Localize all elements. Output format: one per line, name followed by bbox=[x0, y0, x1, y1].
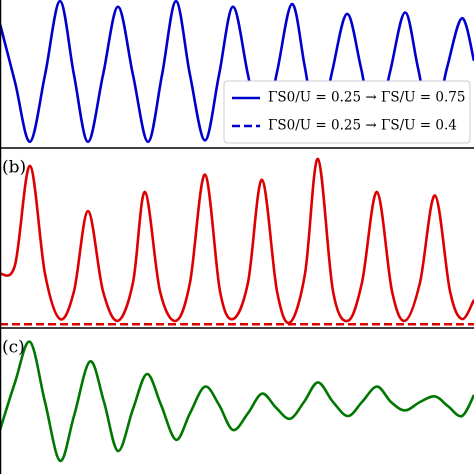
legend-box bbox=[223, 80, 471, 144]
data-line bbox=[0, 157, 474, 325]
legend-label: ΓS0/U = 0.25 → ΓS/U = 0.75 bbox=[268, 90, 465, 106]
panel-label: (b) bbox=[2, 158, 26, 178]
data-line bbox=[0, 340, 474, 463]
panel-label: (c) bbox=[2, 338, 25, 358]
data-line bbox=[0, 0, 474, 144]
legend-label: ΓS0/U = 0.25 → ΓS/U = 0.4 bbox=[268, 118, 457, 134]
